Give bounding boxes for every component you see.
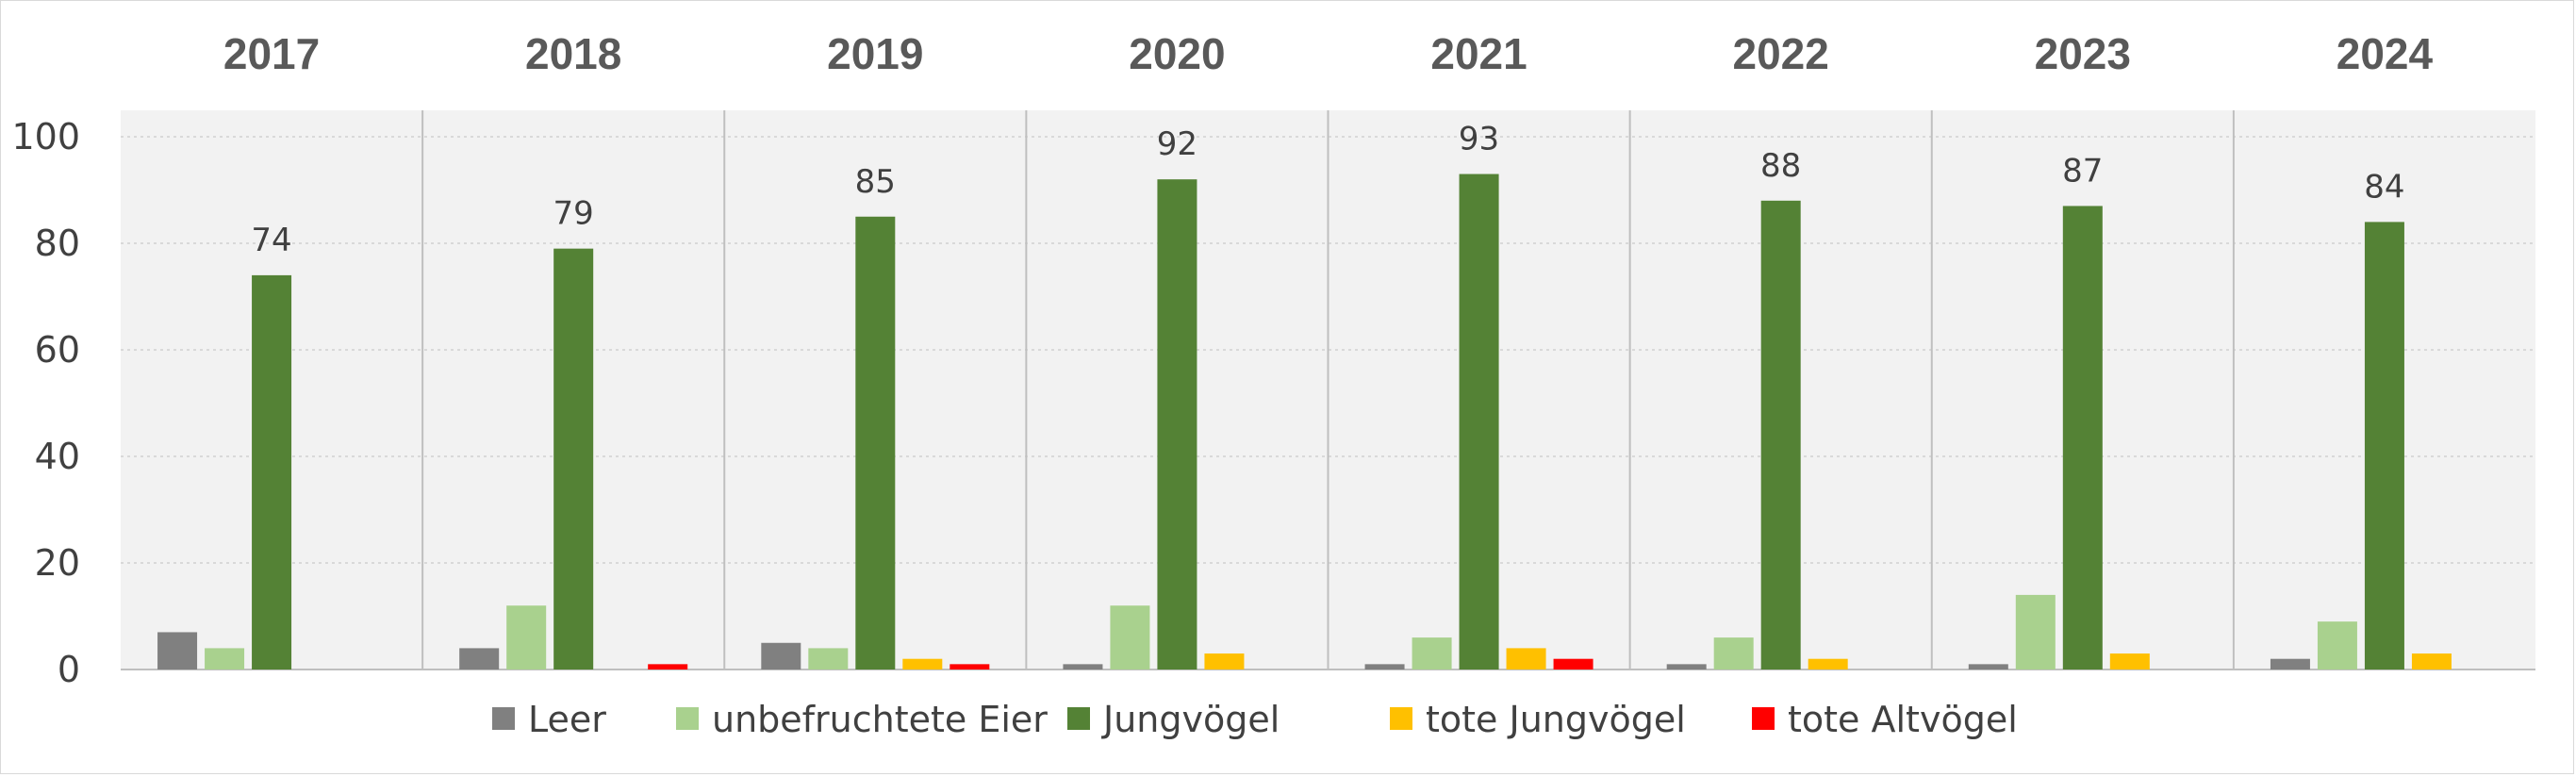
bar bbox=[506, 605, 547, 670]
bar bbox=[949, 664, 990, 670]
bar bbox=[1063, 664, 1103, 670]
legend-swatch bbox=[1390, 707, 1412, 730]
bar bbox=[902, 658, 943, 670]
bar bbox=[1553, 658, 1593, 670]
bar bbox=[2270, 658, 2310, 670]
y-tick-label: 100 bbox=[11, 116, 80, 157]
legend-label: Jungvögel bbox=[1101, 699, 1280, 740]
bar bbox=[205, 648, 245, 670]
data-label: 93 bbox=[1459, 121, 1499, 158]
bar bbox=[2062, 206, 2103, 670]
bar bbox=[1713, 637, 1754, 670]
data-label: 87 bbox=[2062, 152, 2103, 190]
data-label: 88 bbox=[1760, 147, 1801, 185]
legend-label: Leer bbox=[528, 699, 606, 740]
bar bbox=[1204, 653, 1245, 670]
bar bbox=[2364, 222, 2404, 670]
bar bbox=[157, 632, 198, 670]
category-label: 2023 bbox=[2035, 29, 2131, 78]
bar bbox=[761, 642, 801, 670]
bar bbox=[808, 648, 849, 670]
category-label: 2019 bbox=[827, 29, 923, 78]
data-label: 85 bbox=[855, 163, 896, 201]
category-label: 2021 bbox=[1430, 29, 1527, 78]
category-label: 2020 bbox=[1129, 29, 1225, 78]
category-label: 2018 bbox=[525, 29, 621, 78]
bar bbox=[2015, 594, 2056, 670]
data-label: 92 bbox=[1157, 125, 1197, 163]
bar bbox=[855, 216, 896, 670]
bar bbox=[1760, 200, 1801, 670]
bar bbox=[2109, 653, 2150, 670]
data-label: 74 bbox=[251, 222, 291, 259]
legend-swatch bbox=[492, 707, 515, 730]
legend-swatch bbox=[1067, 707, 1090, 730]
y-tick-label: 40 bbox=[35, 436, 80, 477]
y-tick-label: 80 bbox=[35, 223, 80, 264]
bar bbox=[648, 664, 688, 670]
legend-label: unbefruchtete Eier bbox=[712, 699, 1048, 740]
bar bbox=[1364, 664, 1405, 670]
bar bbox=[1157, 179, 1197, 670]
bar bbox=[1506, 648, 1546, 670]
bar bbox=[1110, 605, 1150, 670]
y-tick-label: 20 bbox=[35, 542, 80, 584]
legend-label: tote Jungvögel bbox=[1426, 699, 1686, 740]
data-label: 84 bbox=[2364, 168, 2404, 206]
bar bbox=[1666, 664, 1707, 670]
data-label: 79 bbox=[553, 195, 594, 233]
bar bbox=[1412, 637, 1452, 670]
bar bbox=[1968, 664, 2008, 670]
category-label: 2024 bbox=[2337, 29, 2434, 78]
legend-label: tote Altvögel bbox=[1788, 699, 2018, 740]
bar bbox=[252, 274, 292, 670]
y-tick-label: 0 bbox=[58, 649, 80, 690]
legend-swatch bbox=[676, 707, 699, 730]
category-label: 2022 bbox=[1733, 29, 1829, 78]
bar bbox=[2317, 621, 2357, 670]
bar bbox=[1459, 174, 1499, 670]
bar bbox=[553, 248, 594, 670]
category-label: 2017 bbox=[223, 29, 320, 78]
bar bbox=[1808, 658, 1848, 670]
legend-swatch bbox=[1752, 707, 1775, 730]
bar bbox=[459, 648, 500, 670]
bar bbox=[2411, 653, 2452, 670]
y-tick-label: 60 bbox=[35, 329, 80, 371]
